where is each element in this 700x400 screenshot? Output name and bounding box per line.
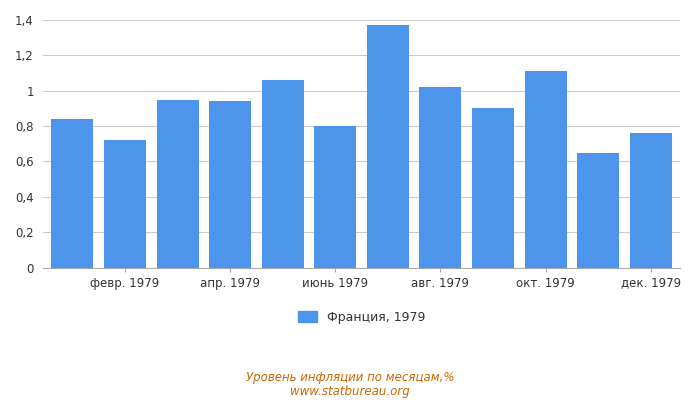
Bar — [577, 153, 619, 268]
Bar — [630, 133, 672, 268]
Bar — [262, 80, 304, 268]
Bar — [314, 126, 356, 268]
Text: Уровень инфляции по месяцам,%: Уровень инфляции по месяцам,% — [246, 372, 454, 384]
Bar — [104, 140, 146, 268]
Bar — [209, 101, 251, 268]
Legend: Франция, 1979: Франция, 1979 — [298, 311, 425, 324]
Bar — [472, 108, 514, 268]
Bar — [419, 87, 461, 268]
Bar — [524, 71, 566, 268]
Bar — [157, 100, 199, 268]
Text: www.statbureau.org: www.statbureau.org — [290, 386, 410, 398]
Bar — [367, 25, 409, 268]
Bar — [51, 119, 93, 268]
